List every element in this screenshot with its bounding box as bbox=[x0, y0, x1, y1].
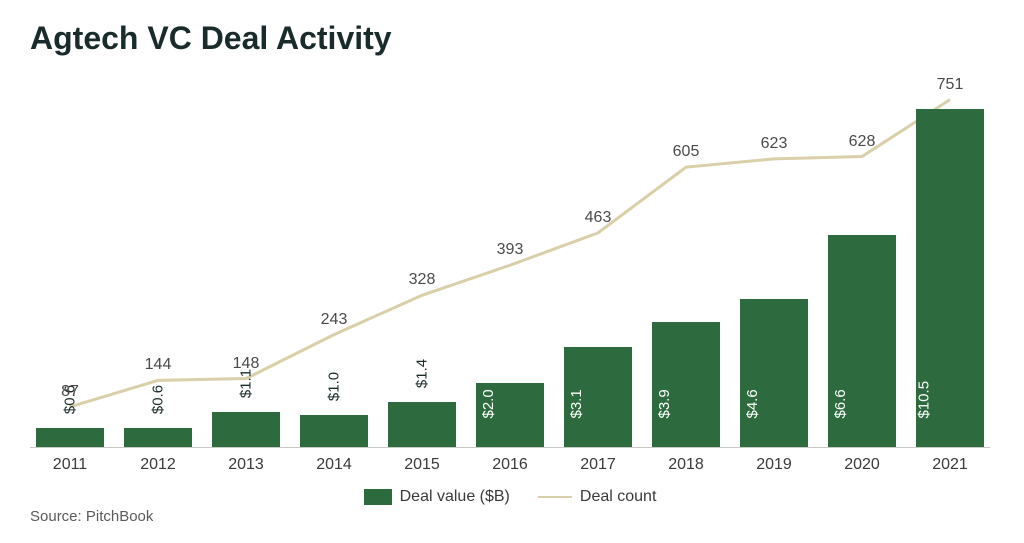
legend-bar-label: Deal value ($B) bbox=[400, 488, 510, 506]
bar-column: $1.4 bbox=[382, 77, 462, 447]
x-axis-year: 2018 bbox=[646, 456, 726, 474]
source-attribution: Source: PitchBook bbox=[30, 508, 153, 525]
legend-line-swatch bbox=[538, 496, 572, 498]
bar-column: $3.9 bbox=[646, 77, 726, 447]
deal-count-label: 605 bbox=[673, 143, 700, 161]
deal-value-bar: $2.0 bbox=[476, 383, 544, 447]
legend-line-label: Deal count bbox=[580, 488, 657, 506]
deal-count-label: 87 bbox=[61, 383, 79, 401]
bar-column: $4.6 bbox=[734, 77, 814, 447]
deal-count-label: 751 bbox=[937, 76, 964, 94]
deal-value-bar: $3.1 bbox=[564, 347, 632, 447]
chart-area: $0.6 $0.6 $1.1 $1.0 $1.4 $2.0 $3.1 $3.9 $4.6 $6.6… bbox=[30, 77, 990, 447]
deal-count-label: 243 bbox=[321, 311, 348, 329]
page-title: Agtech VC Deal Activity bbox=[30, 20, 994, 57]
x-axis-year: 2013 bbox=[206, 456, 286, 474]
deal-count-label: 144 bbox=[145, 356, 172, 374]
bar-column: $10.5 bbox=[910, 77, 990, 447]
x-axis bbox=[30, 447, 990, 448]
deal-value-label: $2.0 bbox=[480, 389, 497, 432]
deal-value-bar: $1.4 bbox=[388, 402, 456, 447]
x-axis-year: 2016 bbox=[470, 456, 550, 474]
x-axis-year: 2012 bbox=[118, 456, 198, 474]
deal-count-label: 393 bbox=[497, 241, 524, 259]
x-axis-year: 2015 bbox=[382, 456, 462, 474]
x-axis-year: 2014 bbox=[294, 456, 374, 474]
legend-item-bar: Deal value ($B) bbox=[364, 488, 510, 506]
bar-column: $2.0 bbox=[470, 77, 550, 447]
x-axis-year: 2021 bbox=[910, 456, 990, 474]
x-axis-year: 2011 bbox=[30, 456, 110, 474]
deal-value-label: $10.5 bbox=[916, 381, 933, 433]
deal-value-label: $3.9 bbox=[656, 389, 673, 432]
x-axis-year: 2020 bbox=[822, 456, 902, 474]
x-axis-year: 2017 bbox=[558, 456, 638, 474]
legend-item-line: Deal count bbox=[538, 488, 657, 506]
legend-bar-swatch bbox=[364, 489, 392, 505]
deal-value-label: $0.6 bbox=[150, 385, 167, 414]
x-axis-year: 2019 bbox=[734, 456, 814, 474]
deal-count-label: 623 bbox=[761, 135, 788, 153]
deal-value-bar: $4.6 bbox=[740, 299, 808, 447]
x-axis-labels: 2011 2012 2013 2014 2015 2016 2017 2018 2019 2020… bbox=[30, 456, 990, 474]
deal-value-label: $1.4 bbox=[414, 359, 431, 388]
deal-value-bar: $3.9 bbox=[652, 322, 720, 447]
deal-value-label: $1.1 bbox=[238, 369, 255, 398]
bar-column: $3.1 bbox=[558, 77, 638, 447]
deal-value-bar: $1.0 bbox=[300, 415, 368, 447]
deal-value-bar: $0.6 bbox=[124, 428, 192, 447]
deal-value-label: $1.0 bbox=[326, 372, 343, 401]
deal-value-label: $6.6 bbox=[832, 389, 849, 432]
bars-container: $0.6 $0.6 $1.1 $1.0 $1.4 $2.0 $3.1 $3.9 $4.6 $6.6… bbox=[30, 77, 990, 447]
deal-value-bar: $0.6 bbox=[36, 428, 104, 447]
deal-value-bar: $6.6 bbox=[828, 235, 896, 447]
deal-value-label: $4.6 bbox=[744, 389, 761, 432]
bar-column: $1.0 bbox=[294, 77, 374, 447]
legend: Deal value ($B) Deal count bbox=[30, 488, 990, 506]
bar-column: $1.1 bbox=[206, 77, 286, 447]
bar-column: $0.6 bbox=[118, 77, 198, 447]
deal-value-label: $3.1 bbox=[568, 389, 585, 432]
deal-count-label: 148 bbox=[233, 355, 260, 373]
deal-value-bar: $10.5 bbox=[916, 109, 984, 447]
deal-count-label: 463 bbox=[585, 209, 612, 227]
deal-count-label: 628 bbox=[849, 133, 876, 151]
deal-count-label: 328 bbox=[409, 271, 436, 289]
deal-value-bar: $1.1 bbox=[212, 412, 280, 447]
